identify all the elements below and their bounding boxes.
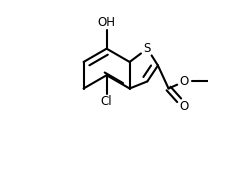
Text: O: O xyxy=(180,100,189,113)
Text: S: S xyxy=(144,42,151,55)
Text: O: O xyxy=(180,75,189,88)
Text: OH: OH xyxy=(98,16,116,29)
Text: Cl: Cl xyxy=(101,95,112,108)
